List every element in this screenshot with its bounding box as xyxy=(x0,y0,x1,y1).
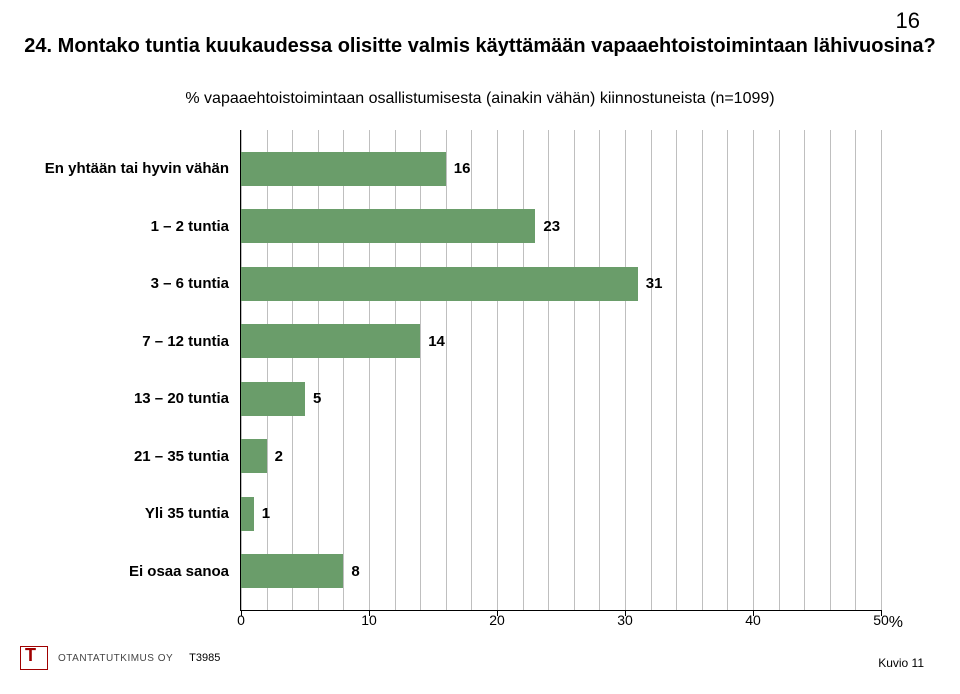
xtick-label: 50 xyxy=(873,612,889,628)
bar-row: Ei osaa sanoa8 xyxy=(241,554,881,588)
bar-value-label: 16 xyxy=(446,152,471,186)
category-label: Yli 35 tuntia xyxy=(21,497,241,531)
chart-title: 24. Montako tuntia kuukaudessa olisitte … xyxy=(20,34,940,59)
xtick-label: 30 xyxy=(617,612,633,628)
bar-value-label: 23 xyxy=(535,209,560,243)
bar xyxy=(241,324,420,358)
bar xyxy=(241,382,305,416)
footer-left: OTANTATUTKIMUS OY T3985 xyxy=(20,646,220,670)
bar-value-label: 8 xyxy=(343,554,359,588)
bar-row: 21 – 35 tuntia2 xyxy=(241,439,881,473)
bar-value-label: 31 xyxy=(638,267,663,301)
chart-container: 16 24. Montako tuntia kuukaudessa olisit… xyxy=(0,0,960,694)
plot-area: En yhtään tai hyvin vähän16 1 – 2 tuntia2… xyxy=(240,130,881,611)
xtick-label: 10 xyxy=(361,612,377,628)
bar-value-label: 2 xyxy=(267,439,283,473)
footer-code: T3985 xyxy=(189,652,220,664)
footer-figure-label: Kuvio 11 xyxy=(878,656,924,670)
bar xyxy=(241,267,638,301)
bar xyxy=(241,152,446,186)
bar-row: 7 – 12 tuntia14 xyxy=(241,324,881,358)
category-label: 1 – 2 tuntia xyxy=(21,209,241,243)
x-unit-label: % xyxy=(889,614,903,632)
bar-row: Yli 35 tuntia1 xyxy=(241,497,881,531)
chart-subtitle: % vapaaehtoistoimintaan osallistumisesta… xyxy=(20,90,940,108)
bar xyxy=(241,439,267,473)
bar xyxy=(241,497,254,531)
bars-area: En yhtään tai hyvin vähän16 1 – 2 tuntia2… xyxy=(241,130,881,610)
bar xyxy=(241,209,535,243)
category-label: 13 – 20 tuntia xyxy=(21,382,241,416)
category-label: Ei osaa sanoa xyxy=(21,554,241,588)
xtick-label: 40 xyxy=(745,612,761,628)
bar-row: 13 – 20 tuntia5 xyxy=(241,382,881,416)
category-label: 7 – 12 tuntia xyxy=(21,324,241,358)
bar-value-label: 1 xyxy=(254,497,270,531)
bar xyxy=(241,554,343,588)
bar-row: 1 – 2 tuntia23 xyxy=(241,209,881,243)
bar-value-label: 14 xyxy=(420,324,445,358)
bar-row: En yhtään tai hyvin vähän16 xyxy=(241,152,881,186)
footer-company: OTANTATUTKIMUS OY xyxy=(58,653,173,664)
xtick-label: 20 xyxy=(489,612,505,628)
category-label: En yhtään tai hyvin vähän xyxy=(21,152,241,186)
page-number: 16 xyxy=(896,8,920,34)
xtick-label: 0 xyxy=(237,612,245,628)
bar-value-label: 5 xyxy=(305,382,321,416)
category-label: 21 – 35 tuntia xyxy=(21,439,241,473)
category-label: 3 – 6 tuntia xyxy=(21,267,241,301)
bar-row: 3 – 6 tuntia31 xyxy=(241,267,881,301)
company-logo-icon xyxy=(20,646,48,670)
gridline xyxy=(881,130,882,610)
